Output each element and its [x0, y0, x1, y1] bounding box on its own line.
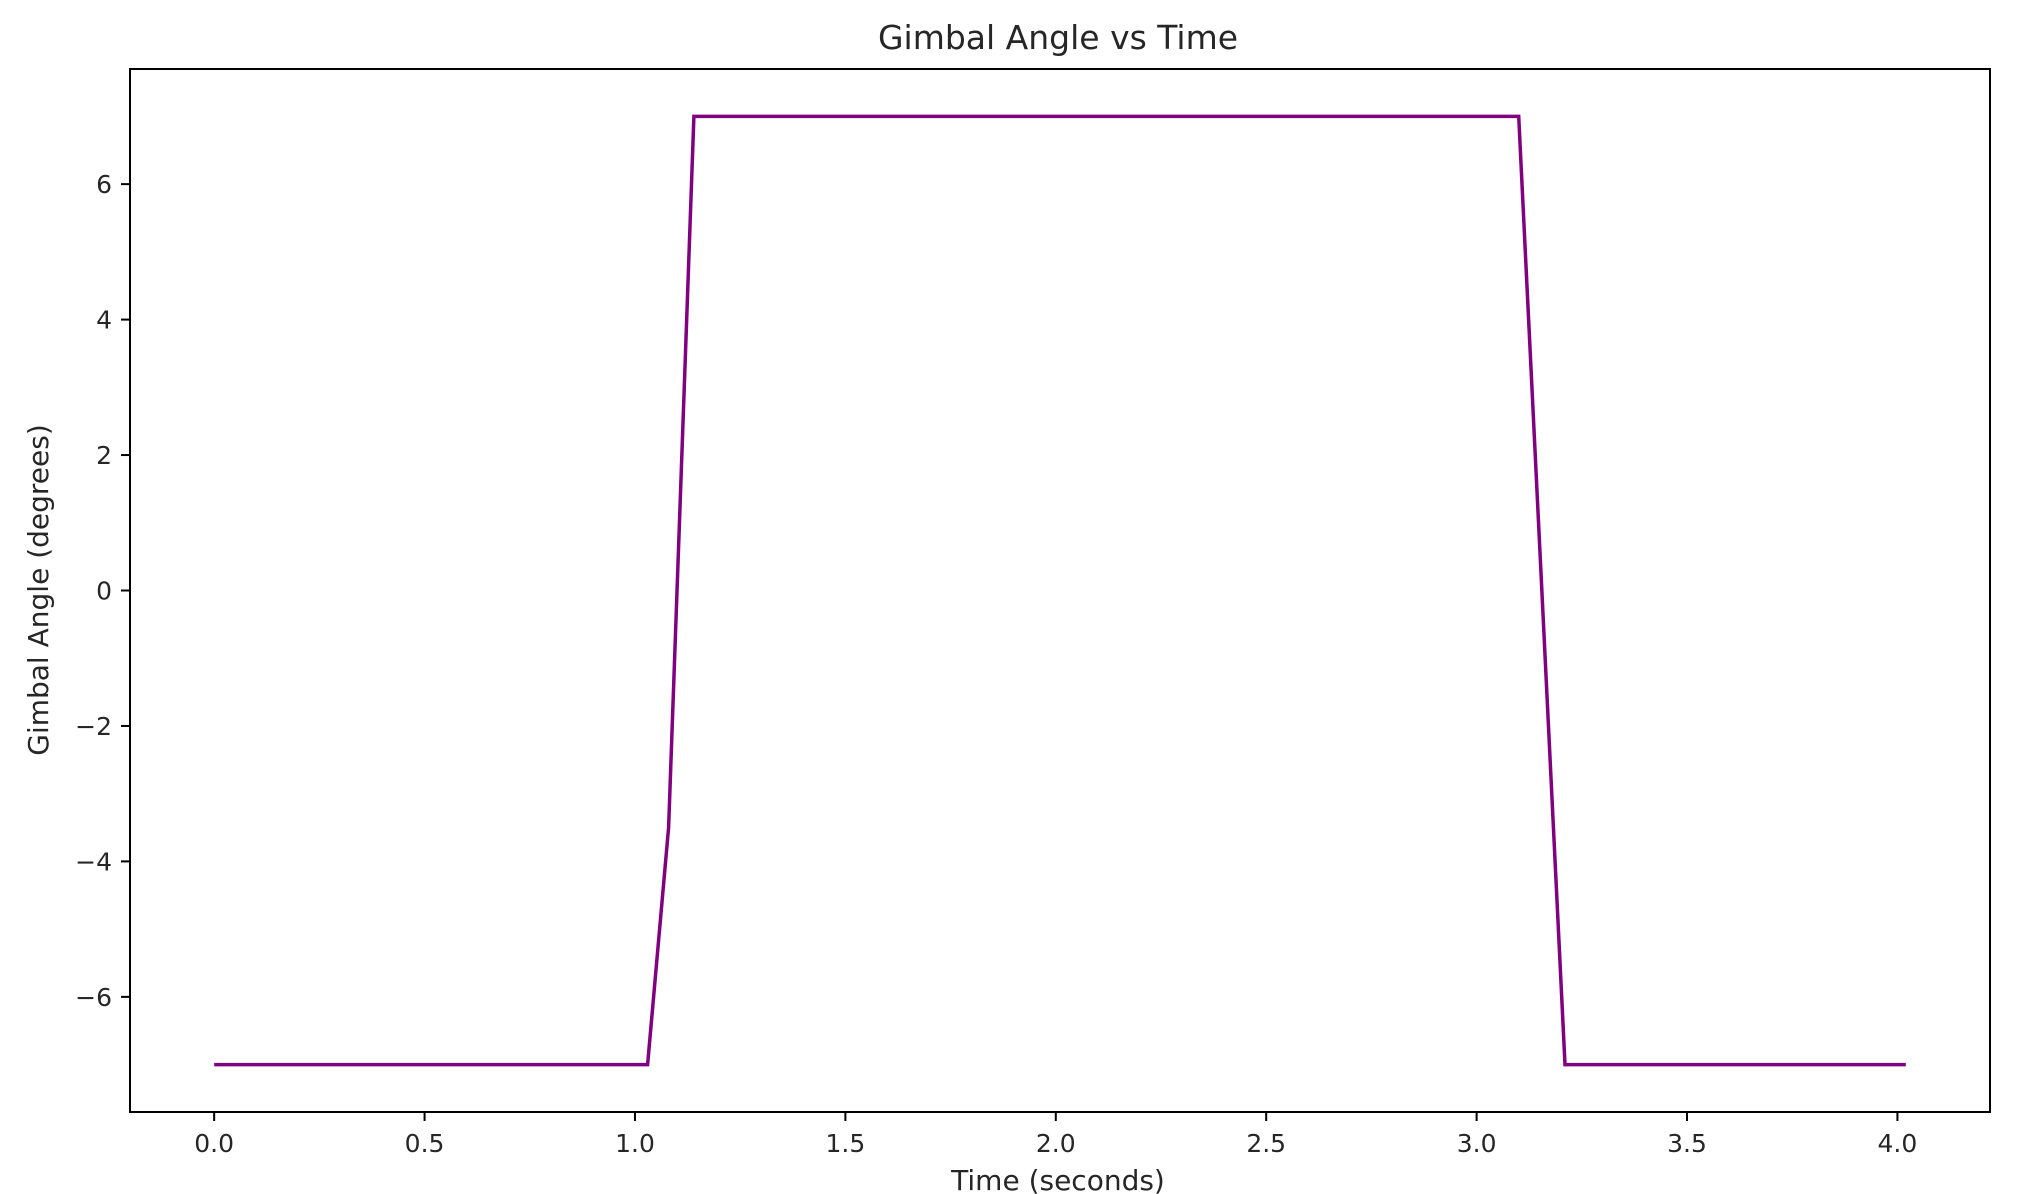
y-tick-label: −6 [75, 983, 112, 1012]
y-tick-label: −4 [75, 847, 112, 876]
y-tick-label: 0 [96, 577, 112, 606]
x-tick-label: 0.0 [194, 1129, 234, 1158]
x-tick-label: 2.5 [1246, 1129, 1286, 1158]
x-axis-label: Time (seconds) [950, 1164, 1165, 1194]
x-tick-label: 2.0 [1036, 1129, 1076, 1158]
x-axis-ticks: 0.0 0.5 1.0 1.5 2.0 2.5 3.0 3.5 4.0 [194, 1112, 1917, 1158]
y-tick-label: 4 [96, 306, 112, 335]
chart-title: Gimbal Angle vs Time [878, 18, 1238, 57]
x-tick-label: 4.0 [1878, 1129, 1918, 1158]
y-axis-ticks: −6 −4 −2 0 2 4 6 [75, 170, 130, 1012]
x-tick-label: 3.0 [1457, 1129, 1497, 1158]
y-axis-label: Gimbal Angle (degrees) [22, 424, 55, 756]
x-tick-label: 1.0 [615, 1129, 655, 1158]
x-tick-label: 3.5 [1667, 1129, 1707, 1158]
series-line-0 [214, 114, 1906, 1067]
plot-background [130, 69, 1990, 1112]
y-tick-label: 2 [96, 441, 112, 470]
x-tick-label: 1.5 [826, 1129, 866, 1158]
x-tick-label: 0.5 [405, 1129, 445, 1158]
y-tick-label: 6 [96, 170, 112, 199]
y-tick-label: −2 [75, 712, 112, 741]
plot-area [129, 68, 1991, 1113]
